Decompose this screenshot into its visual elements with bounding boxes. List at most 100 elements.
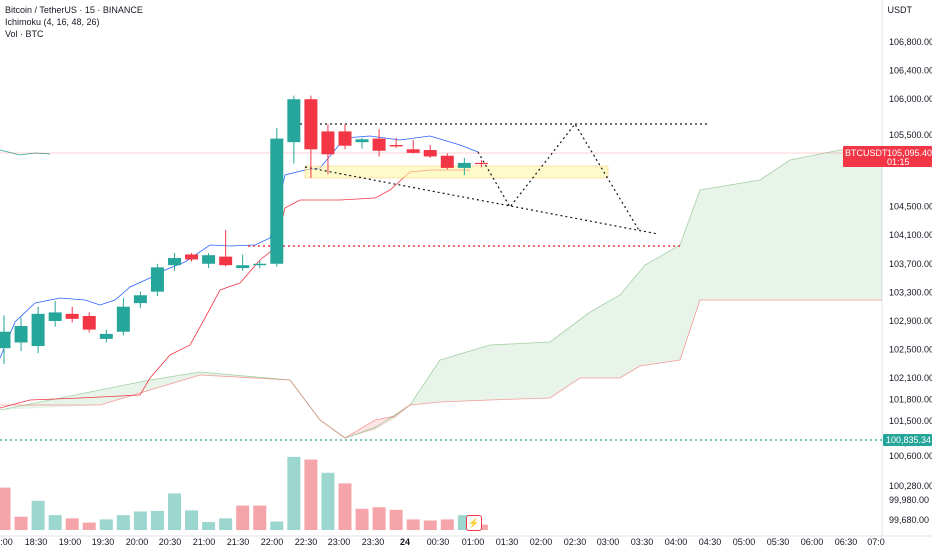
candle-body (65, 313, 79, 319)
candle-body (270, 138, 284, 264)
volume-bar (355, 508, 369, 530)
current-price-symbol: BTCUSDT (845, 148, 888, 158)
time-tick-label: 03:00 (597, 537, 620, 547)
volume-bar (423, 520, 437, 530)
current-price-value: 105,095.40 (887, 148, 932, 158)
price-tick-label: 104,100.00 (889, 230, 932, 240)
volume-bar (133, 511, 147, 530)
volume-bar (270, 521, 284, 530)
price-tick-label: 99,980.00 (889, 495, 929, 505)
lightning-icon[interactable]: ⚡ (466, 515, 482, 531)
time-tick-label: 22:30 (295, 537, 318, 547)
volume-bar (185, 510, 199, 530)
time-tick-label: 07:0 (867, 537, 885, 547)
price-tick-label: 106,800.00 (889, 37, 932, 47)
volume-indicator-label[interactable]: Vol · BTC (5, 29, 44, 39)
volume-bar (99, 519, 113, 530)
time-tick-label: 05:00 (733, 537, 756, 547)
time-tick-label: 22:00 (261, 537, 284, 547)
time-tick-label: 19:30 (92, 537, 115, 547)
kijun-line (0, 169, 470, 409)
candle-body (99, 333, 113, 339)
time-tick-label: 20:00 (126, 537, 149, 547)
volume-bar (82, 522, 96, 530)
green-level-tag (883, 434, 932, 446)
price-tick-label: 100,600.00 (889, 451, 932, 461)
price-tick-label: 104,500.00 (889, 202, 932, 212)
volume-bar (168, 493, 181, 530)
current-price-tag (843, 146, 932, 167)
candle-body (355, 139, 369, 143)
ichimoku-cloud-bearish (290, 380, 410, 438)
candle-body (202, 255, 216, 264)
time-tick-label: 21:30 (227, 537, 250, 547)
volume-bar (389, 509, 403, 530)
candle-body (338, 131, 352, 146)
tenkan-line (0, 135, 479, 359)
volume-bar (0, 487, 11, 530)
senkou-span-b (0, 299, 882, 439)
candle-body (185, 254, 199, 260)
candle-body (150, 267, 164, 292)
time-tick-label: 03:30 (631, 537, 654, 547)
volume-bar (287, 456, 301, 530)
candle-body (304, 99, 318, 150)
price-tick-label: 105,500.00 (889, 130, 932, 140)
candle-body (133, 295, 147, 304)
price-tick-label: 101,800.00 (889, 395, 932, 405)
price-tick-label: 103,700.00 (889, 259, 932, 269)
candle-body (253, 263, 267, 266)
volume-bar (14, 516, 28, 530)
candle-body (321, 131, 335, 155)
price-tick-label: 102,900.00 (889, 316, 932, 326)
projection-path (477, 122, 641, 233)
candle-body (0, 331, 11, 349)
candle-body (457, 162, 471, 168)
volume-bar (48, 515, 62, 530)
chart-legend: Bitcoin / TetherUS · 15 · BINANCE Ichimo… (5, 4, 143, 40)
volume-bar (150, 510, 164, 530)
candle-body (48, 312, 62, 321)
candle-body (474, 162, 488, 165)
volume-bar (31, 500, 45, 530)
time-tick-label: 24 (400, 537, 410, 547)
candle-body (219, 256, 233, 266)
time-tick-label: 01:00 (462, 537, 485, 547)
time-tick-label: 2:00 (0, 537, 13, 547)
time-tick-label: 05:30 (767, 537, 790, 547)
price-tick-label: 99,680.00 (889, 515, 929, 525)
candle-body (440, 155, 454, 168)
volume-bar (372, 507, 386, 530)
symbol-title[interactable]: Bitcoin / TetherUS · 15 · BINANCE (5, 5, 143, 15)
time-tick-label: 02:00 (530, 537, 553, 547)
target-zone-box (304, 165, 609, 179)
candle-body (389, 145, 403, 147)
price-tick-label: 102,100.00 (889, 373, 932, 383)
volume-bar (406, 519, 420, 530)
candle-body (14, 326, 28, 343)
time-tick-label: 06:30 (835, 537, 858, 547)
chikou-line (0, 149, 51, 156)
volume-bar (321, 472, 335, 530)
time-tick-label: 23:00 (328, 537, 351, 547)
volume-bar (202, 522, 216, 530)
volume-bar (236, 505, 250, 530)
candle-body (31, 313, 45, 347)
currency-label[interactable]: USDT (887, 5, 913, 15)
ichimoku-indicator-label[interactable]: Ichimoku (4, 16, 48, 26) (5, 17, 100, 27)
candle-body (372, 138, 386, 151)
candle-body (116, 306, 130, 332)
price-tick-label: 101,500.00 (889, 416, 932, 426)
candle-body (168, 258, 181, 266)
price-tick-label: 106,400.00 (889, 66, 932, 76)
time-tick-label: 04:00 (665, 537, 688, 547)
volume-bar (338, 483, 352, 530)
volume-bar (219, 518, 233, 530)
volume-bar (304, 459, 318, 530)
time-tick-label: 18:30 (25, 537, 48, 547)
candle-body (423, 150, 437, 157)
bar-countdown: 01:15 (887, 157, 910, 167)
volume-bar (440, 519, 454, 530)
price-tick-label: 100,280.00 (889, 481, 932, 491)
